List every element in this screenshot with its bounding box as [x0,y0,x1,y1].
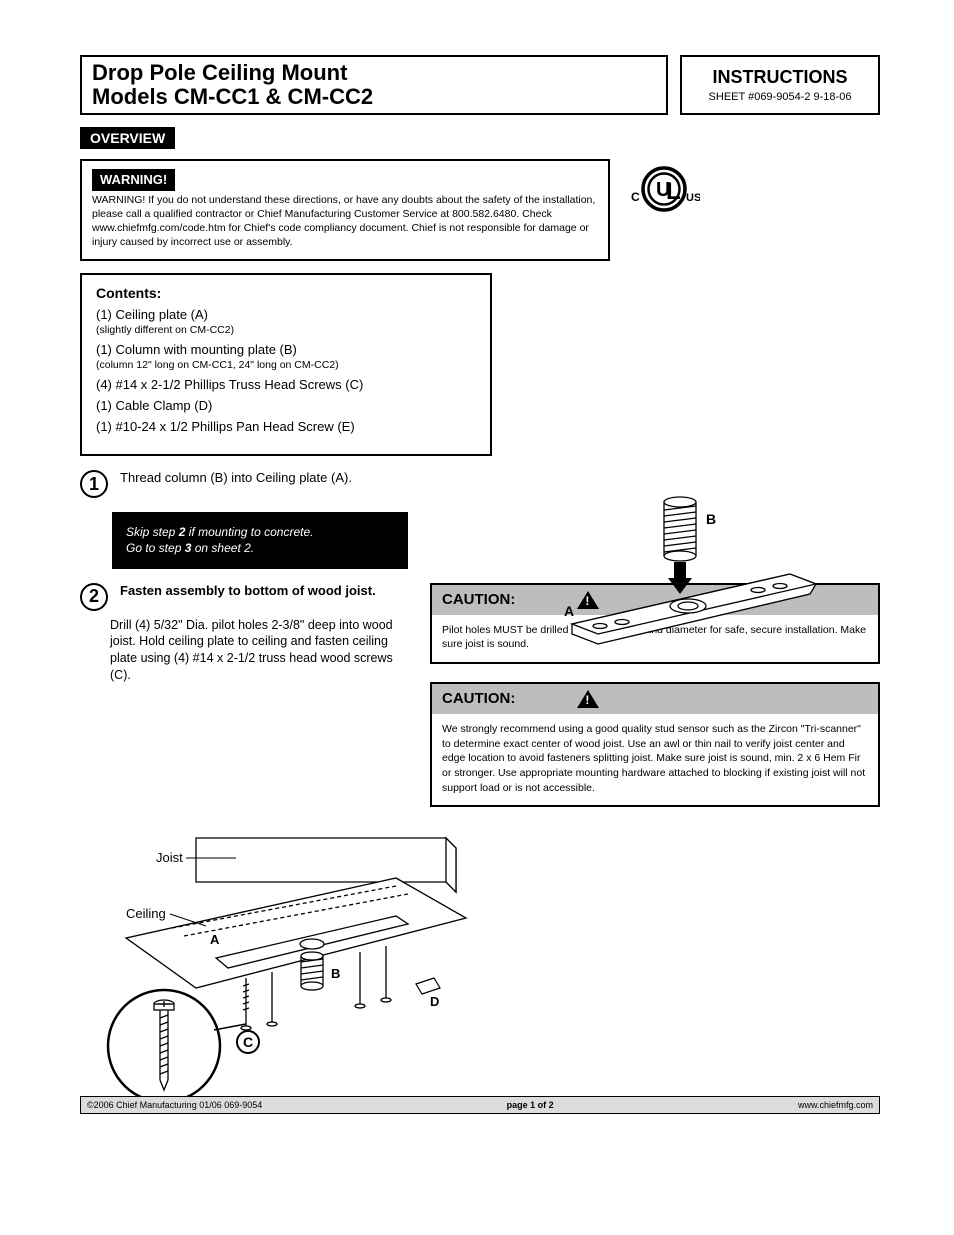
svg-text:C: C [243,1034,253,1050]
skip-block: Skip step 2 if mounting to concrete. Go … [112,512,408,568]
contents-item: (1) Ceiling plate (A) (slightly differen… [96,307,476,336]
svg-text:D: D [430,994,439,1009]
contents-item-label: (1) Column with mounting plate (B) [96,342,297,357]
figure-step2: Joist Ceiling A B C D [96,828,476,1108]
svg-text:C: C [631,190,640,204]
label-joist: Joist [156,850,183,865]
contents-item-label: (1) #10-24 x 1/2 Phillips Pan Head Screw… [96,419,355,434]
svg-text:A: A [564,603,574,619]
footer-mid: page 1 of 2 [507,1100,554,1110]
svg-text:L: L [666,178,681,205]
step-number-1: 1 [80,470,108,498]
svg-text:B: B [331,966,340,981]
svg-text:B: B [706,511,716,527]
after-header-row: WARNING! WARNING! If you do not understa… [80,159,880,261]
step1-text: Thread column (B) into Ceiling plate (A)… [120,470,352,487]
ul-logo: U L C US [628,165,700,261]
contents-item-label: (1) Ceiling plate (A) [96,307,208,322]
warning-triangle-icon [577,690,599,708]
label-ceiling: Ceiling [126,906,166,921]
header-title-box: Drop Pole Ceiling Mount Models CM-CC1 & … [80,55,668,115]
svg-text:A: A [210,932,220,947]
title-line1: Drop Pole Ceiling Mount [92,60,347,85]
contents-item-sub: (slightly different on CM-CC2) [96,324,476,336]
contents-item-label: (4) #14 x 2-1/2 Phillips Truss Head Scre… [96,377,363,392]
skip-line2b: on sheet 2. [195,541,254,555]
contents-item: (1) Column with mounting plate (B) (colu… [96,342,476,371]
contents-box: Contents: (1) Ceiling plate (A) (slightl… [80,273,492,456]
caution2-label: CAUTION: [442,690,515,707]
title-line2: Models CM-CC1 & CM-CC2 [92,84,373,109]
header-row: Drop Pole Ceiling Mount Models CM-CC1 & … [80,55,880,115]
footer-left: ©2006 Chief Manufacturing 01/06 069-9054 [87,1100,262,1110]
instructions-label: INSTRUCTIONS [713,66,848,89]
warning-box: WARNING! WARNING! If you do not understa… [80,159,610,261]
skip-line2a: Go to step [126,541,185,555]
contents-heading: Contents: [96,285,476,301]
footer-right: www.chiefmfg.com [798,1100,873,1110]
sheet-label: SHEET #069-9054-2 9-18-06 [709,90,852,104]
warning-label: WARNING! [92,169,175,191]
skip-line1a: Skip step [126,525,179,539]
header-model-box: INSTRUCTIONS SHEET #069-9054-2 9-18-06 [680,55,880,115]
contents-item: (1) #10-24 x 1/2 Phillips Pan Head Screw… [96,419,476,434]
step2-body: Drill (4) 5/32" Dia. pilot holes 2-3/8" … [110,617,410,685]
caution2-body: We strongly recommend using a good quali… [432,714,878,805]
svg-text:US: US [686,192,700,204]
figure-step1: A B [560,496,830,656]
overview-badge: OVERVIEW [80,127,175,149]
skip-mid: if mounting to concrete. [189,525,314,539]
contents-item-label: (1) Cable Clamp (D) [96,398,212,413]
step-number-2: 2 [80,583,108,611]
caution-panel-2: CAUTION: We strongly recommend using a g… [430,682,880,807]
contents-item: (1) Cable Clamp (D) [96,398,476,413]
warning-body: WARNING! If you do not understand these … [92,193,598,250]
footer-bar: ©2006 Chief Manufacturing 01/06 069-9054… [80,1096,880,1114]
contents-item-sub: (column 12" long on CM-CC1, 24" long on … [96,359,476,371]
step1-row: 1 Thread column (B) into Ceiling plate (… [80,470,880,498]
skip-em3: 3 [185,541,192,555]
caution1-label: CAUTION: [442,591,515,608]
skip-em2: 2 [179,525,186,539]
step2-intro: Fasten assembly to bottom of wood joist. [120,583,376,598]
contents-item: (4) #14 x 2-1/2 Phillips Truss Head Scre… [96,377,476,392]
